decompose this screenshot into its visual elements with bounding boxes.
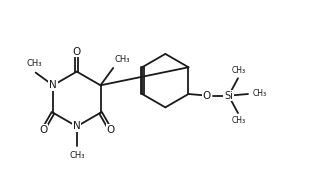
Text: CH₃: CH₃ <box>232 116 246 125</box>
Text: O: O <box>106 125 115 135</box>
Text: O: O <box>203 91 211 101</box>
Text: CH₃: CH₃ <box>232 66 246 75</box>
Text: CH₃: CH₃ <box>115 55 130 64</box>
Text: CH₃: CH₃ <box>69 151 85 160</box>
Text: N: N <box>49 80 57 90</box>
Text: O: O <box>73 47 81 57</box>
Text: O: O <box>39 125 47 135</box>
Text: CH₃: CH₃ <box>253 89 267 99</box>
Text: N: N <box>73 121 81 131</box>
Text: Si: Si <box>224 91 233 101</box>
Text: CH₃: CH₃ <box>27 59 42 68</box>
